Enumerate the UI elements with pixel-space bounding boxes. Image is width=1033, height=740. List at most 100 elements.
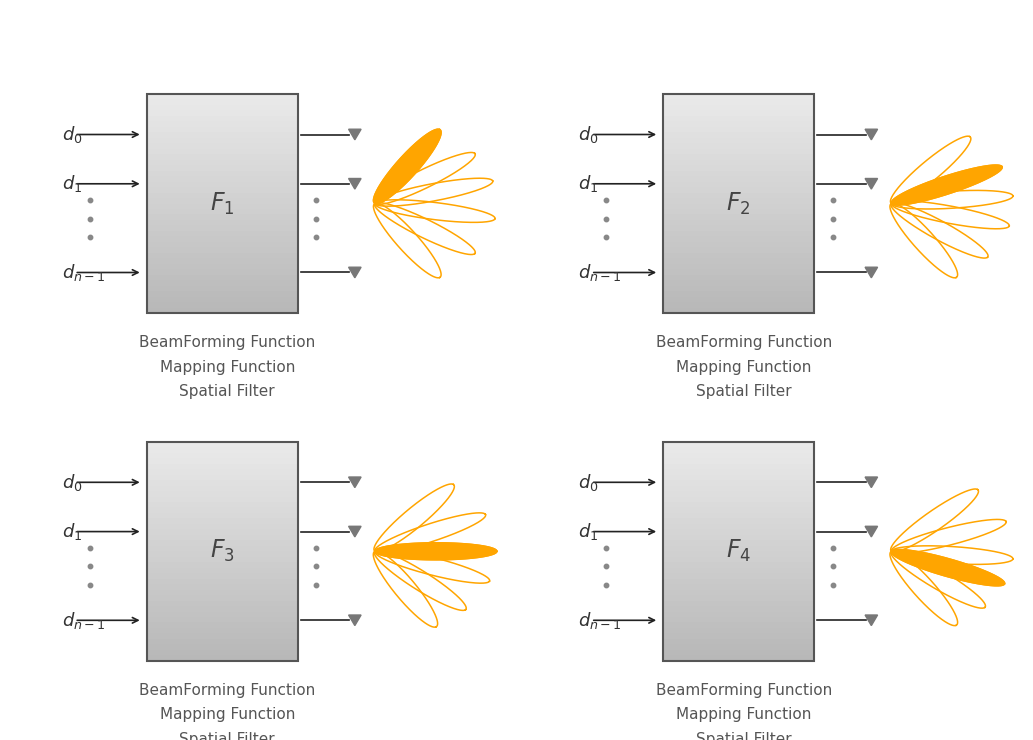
Bar bbox=[147, 508, 298, 513]
Bar bbox=[663, 562, 814, 568]
Polygon shape bbox=[348, 477, 362, 488]
Bar bbox=[663, 622, 814, 628]
Bar bbox=[147, 574, 298, 579]
Bar bbox=[663, 601, 814, 606]
Bar bbox=[663, 181, 814, 187]
Bar bbox=[147, 584, 298, 590]
Bar bbox=[663, 215, 814, 220]
Bar bbox=[663, 453, 814, 458]
Polygon shape bbox=[891, 550, 1005, 586]
Text: BeamForming Function: BeamForming Function bbox=[139, 683, 315, 698]
Bar bbox=[663, 94, 814, 313]
Bar bbox=[147, 176, 298, 181]
Bar bbox=[663, 628, 814, 633]
Bar bbox=[663, 524, 814, 529]
Bar bbox=[147, 617, 298, 622]
Bar bbox=[147, 480, 298, 485]
Bar bbox=[147, 562, 298, 568]
Bar bbox=[147, 181, 298, 187]
Bar bbox=[663, 447, 814, 453]
Bar bbox=[147, 633, 298, 639]
Bar bbox=[147, 236, 298, 242]
Text: Spatial Filter: Spatial Filter bbox=[696, 384, 791, 399]
Text: $d_0$: $d_0$ bbox=[578, 472, 599, 493]
Bar bbox=[663, 551, 814, 556]
Bar bbox=[663, 574, 814, 579]
Polygon shape bbox=[348, 267, 362, 278]
Bar bbox=[147, 639, 298, 645]
Bar bbox=[663, 546, 814, 551]
Text: $d_{n-1}$: $d_{n-1}$ bbox=[62, 262, 105, 283]
Bar bbox=[663, 584, 814, 590]
Polygon shape bbox=[865, 178, 878, 189]
Bar bbox=[663, 144, 814, 149]
Bar bbox=[663, 105, 814, 110]
Bar bbox=[663, 286, 814, 291]
Bar bbox=[147, 192, 298, 198]
Text: $d_0$: $d_0$ bbox=[62, 124, 83, 145]
Text: $d_{n-1}$: $d_{n-1}$ bbox=[578, 262, 622, 283]
Bar bbox=[663, 176, 814, 181]
Bar bbox=[663, 556, 814, 562]
Bar bbox=[147, 546, 298, 551]
Bar bbox=[147, 297, 298, 302]
Polygon shape bbox=[375, 542, 497, 560]
Bar bbox=[663, 595, 814, 601]
Bar bbox=[663, 209, 814, 215]
Text: BeamForming Function: BeamForming Function bbox=[656, 683, 832, 698]
Bar bbox=[147, 105, 298, 110]
Bar bbox=[147, 579, 298, 584]
Bar bbox=[663, 491, 814, 497]
Bar bbox=[663, 513, 814, 519]
Bar bbox=[663, 138, 814, 144]
Text: Mapping Function: Mapping Function bbox=[159, 707, 295, 722]
Text: $F_1$: $F_1$ bbox=[210, 190, 234, 217]
Bar bbox=[663, 242, 814, 247]
Bar bbox=[147, 275, 298, 280]
Polygon shape bbox=[865, 526, 878, 537]
Bar bbox=[663, 529, 814, 535]
Bar bbox=[147, 226, 298, 231]
Bar bbox=[147, 442, 298, 661]
Bar bbox=[663, 308, 814, 313]
Bar bbox=[147, 204, 298, 209]
Bar bbox=[663, 639, 814, 645]
Bar bbox=[147, 540, 298, 546]
Text: $d_1$: $d_1$ bbox=[62, 173, 83, 195]
Text: $d_1$: $d_1$ bbox=[578, 521, 599, 542]
Text: $d_0$: $d_0$ bbox=[578, 124, 599, 145]
Bar bbox=[663, 253, 814, 258]
Bar bbox=[147, 215, 298, 220]
Bar bbox=[147, 187, 298, 192]
Bar bbox=[147, 590, 298, 595]
Bar bbox=[663, 508, 814, 513]
Bar bbox=[147, 258, 298, 263]
Bar bbox=[147, 132, 298, 138]
Bar bbox=[663, 236, 814, 242]
Bar bbox=[147, 556, 298, 562]
Polygon shape bbox=[348, 178, 362, 189]
Bar bbox=[663, 464, 814, 469]
Bar bbox=[663, 606, 814, 611]
Bar bbox=[147, 280, 298, 286]
Bar bbox=[663, 590, 814, 595]
Bar bbox=[147, 551, 298, 556]
Bar bbox=[147, 474, 298, 480]
Bar bbox=[663, 99, 814, 105]
Polygon shape bbox=[348, 526, 362, 537]
Bar bbox=[147, 650, 298, 656]
Bar bbox=[663, 656, 814, 661]
Bar bbox=[147, 99, 298, 105]
Bar bbox=[147, 286, 298, 291]
Bar bbox=[663, 502, 814, 508]
Bar bbox=[663, 442, 814, 661]
Bar bbox=[663, 291, 814, 297]
Text: $d_1$: $d_1$ bbox=[62, 521, 83, 542]
Bar bbox=[663, 275, 814, 280]
Polygon shape bbox=[374, 130, 441, 204]
Bar bbox=[147, 469, 298, 474]
Text: Spatial Filter: Spatial Filter bbox=[696, 732, 791, 740]
Bar bbox=[663, 116, 814, 121]
Bar bbox=[147, 138, 298, 144]
Bar bbox=[147, 231, 298, 236]
